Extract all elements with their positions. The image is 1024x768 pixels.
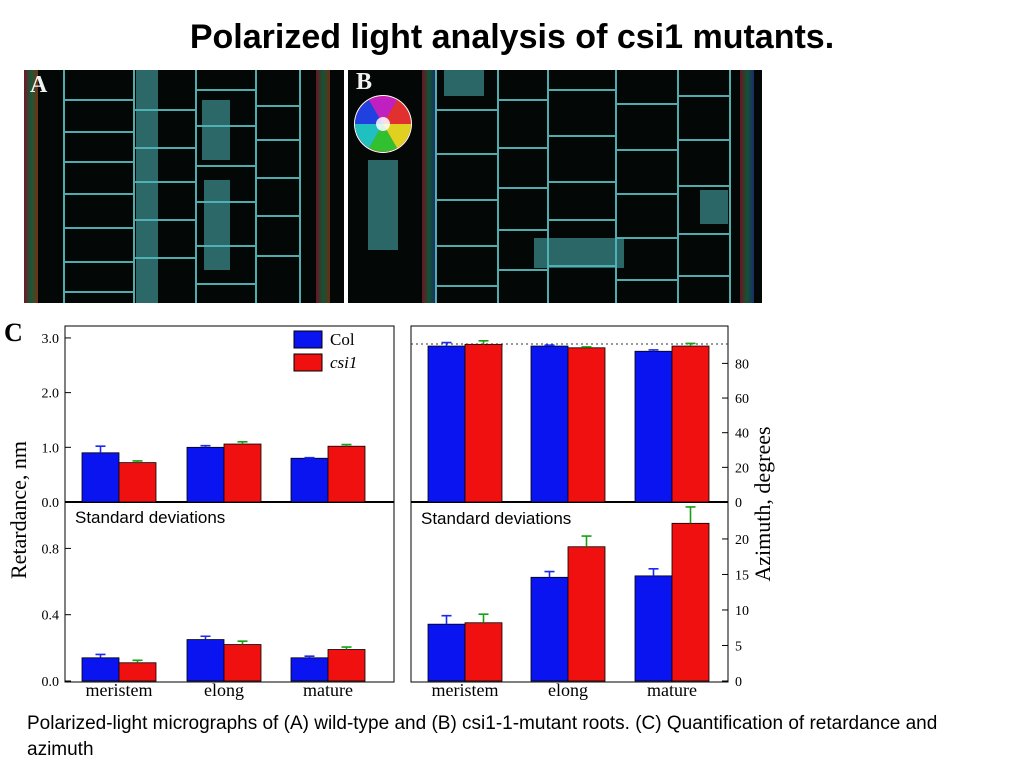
errorbar-ret-main-col-elong: [200, 444, 211, 448]
bar-ret-sd-csi1-elong: [223, 644, 262, 682]
errorbar-azi-sd-col-meristem: [441, 614, 452, 625]
category-label-retardance-meristem: meristem: [86, 680, 153, 700]
category-label-azimuth-mature: mature: [647, 680, 697, 700]
bar-ret-main-csi1-mature: [327, 445, 366, 503]
errorbar-ret-main-col-mature: [304, 456, 315, 459]
figure-caption: Polarized-light micrographs of (A) wild-…: [27, 713, 938, 760]
ytick-label-azi-main-60: 60: [735, 392, 749, 407]
category-label-azimuth-elong: elong: [548, 680, 588, 700]
ytick-label-ret-main-3.0: 3.0: [42, 332, 60, 347]
bar-ret-main-col-elong: [186, 446, 225, 503]
ytick-label-azi-sd-15: 15: [735, 568, 749, 583]
errorbar-azi-main-col-mature: [648, 349, 659, 352]
bar-ret-main-csi1-elong: [223, 443, 262, 503]
bar-ret-sd-col-meristem: [81, 657, 120, 682]
errorbar-ret-sd-csi1-mature: [341, 646, 352, 650]
bar-azi-sd-col-elong: [530, 576, 569, 682]
bar-ret-sd-col-elong: [186, 639, 225, 682]
bar-azi-sd-col-meristem: [427, 623, 466, 682]
errorbar-azi-sd-csi1-elong: [581, 535, 592, 547]
ylabel-retardance: Retardance, nm: [6, 441, 31, 579]
bar-azi-sd-csi1-elong: [567, 546, 606, 682]
errorbar-azi-sd-csi1-meristem: [478, 613, 489, 623]
ytick-label-azi-sd-0: 0: [735, 675, 742, 690]
bar-ret-main-col-meristem: [81, 452, 120, 503]
ytick-label-azi-main-20: 20: [735, 461, 749, 476]
bar-azi-main-col-mature: [634, 350, 673, 503]
bar-ret-sd-csi1-meristem: [118, 662, 157, 682]
errorbar-azi-main-csi1-meristem: [478, 340, 489, 345]
ytick-label-ret-main-2.0: 2.0: [42, 387, 60, 402]
bar-azi-main-csi1-elong: [567, 347, 606, 503]
panel-c-label: C: [4, 318, 23, 347]
legend-swatch-csi1: [293, 353, 323, 372]
bar-azi-main-col-elong: [530, 345, 569, 503]
ytick-label-ret-main-1.0: 1.0: [42, 441, 60, 456]
category-label-azimuth-meristem: meristem: [432, 680, 499, 700]
ytick-label-azi-main-40: 40: [735, 427, 749, 442]
legend-label-csi1: csi1: [330, 353, 357, 372]
errorbar-ret-main-csi1-mature: [341, 443, 352, 447]
ytick-label-ret-main-0.0: 0.0: [42, 496, 60, 511]
errorbar-ret-sd-col-meristem: [95, 653, 106, 658]
errorbar-ret-sd-col-elong: [200, 635, 211, 640]
legend-swatch-col: [293, 330, 323, 349]
ytick-label-azi-sd-5: 5: [735, 639, 742, 654]
ytick-label-azi-sd-20: 20: [735, 533, 749, 548]
bar-azi-sd-csi1-meristem: [464, 622, 503, 682]
panel-a-label: A: [30, 72, 48, 98]
bar-ret-sd-col-mature: [290, 657, 329, 682]
legend: Col csi1: [293, 330, 357, 372]
ytick-label-azi-sd-10: 10: [735, 604, 749, 619]
bar-ret-sd-csi1-mature: [327, 649, 366, 682]
errorbar-ret-main-csi1-meristem: [132, 460, 143, 463]
micrograph-b-image: [348, 70, 762, 303]
micrograph-a-image: [24, 70, 344, 303]
errorbar-ret-sd-csi1-elong: [237, 640, 248, 645]
errorbar-ret-main-col-meristem: [95, 445, 106, 453]
errorbar-ret-sd-csi1-meristem: [132, 659, 143, 663]
ytick-label-ret-sd-0.0: 0.0: [42, 675, 60, 690]
sd-title-azimuth: Standard deviations: [421, 509, 571, 528]
errorbar-azi-sd-csi1-mature: [685, 506, 696, 524]
ytick-label-azi-main-0: 0: [735, 496, 742, 511]
retardance-frame: [64, 325, 395, 683]
azimuth-frame: [410, 325, 729, 683]
bar-azi-sd-csi1-mature: [671, 522, 710, 682]
slide-title: Polarized light analysis of csi1 mutants…: [189, 18, 835, 56]
sd-title-retardance: Standard deviations: [75, 508, 225, 527]
errorbar-ret-main-csi1-elong: [237, 441, 248, 445]
ytick-label-ret-sd-0.8: 0.8: [42, 542, 60, 557]
color-wheel-icon: [354, 95, 412, 153]
errorbar-azi-main-csi1-mature: [685, 342, 696, 347]
ytick-label-azi-main-80: 80: [735, 357, 749, 372]
ytick-label-ret-sd-0.4: 0.4: [42, 609, 60, 624]
bar-azi-main-csi1-mature: [671, 345, 710, 503]
errorbar-azi-sd-col-mature: [648, 567, 659, 576]
category-label-retardance-mature: mature: [303, 680, 353, 700]
bar-azi-main-col-meristem: [427, 345, 466, 503]
micrograph-b: B: [348, 70, 762, 303]
panel-b-label: B: [356, 70, 373, 95]
legend-label-col: Col: [330, 330, 355, 349]
category-label-retardance-elong: elong: [204, 680, 244, 700]
errorbar-ret-sd-col-mature: [304, 655, 315, 658]
errorbar-azi-sd-col-elong: [544, 570, 555, 578]
bar-ret-main-csi1-meristem: [118, 462, 157, 503]
bar-ret-main-col-mature: [290, 457, 329, 503]
errorbar-azi-main-csi1-elong: [581, 346, 592, 348]
ylabel-azimuth: Azimuth, degrees: [750, 426, 775, 581]
errorbar-azi-main-col-meristem: [441, 341, 452, 347]
micrograph-a: A: [24, 70, 344, 303]
bar-azi-main-csi1-meristem: [464, 343, 503, 503]
errorbar-azi-main-col-elong: [544, 344, 555, 347]
bar-azi-sd-col-mature: [634, 575, 673, 682]
